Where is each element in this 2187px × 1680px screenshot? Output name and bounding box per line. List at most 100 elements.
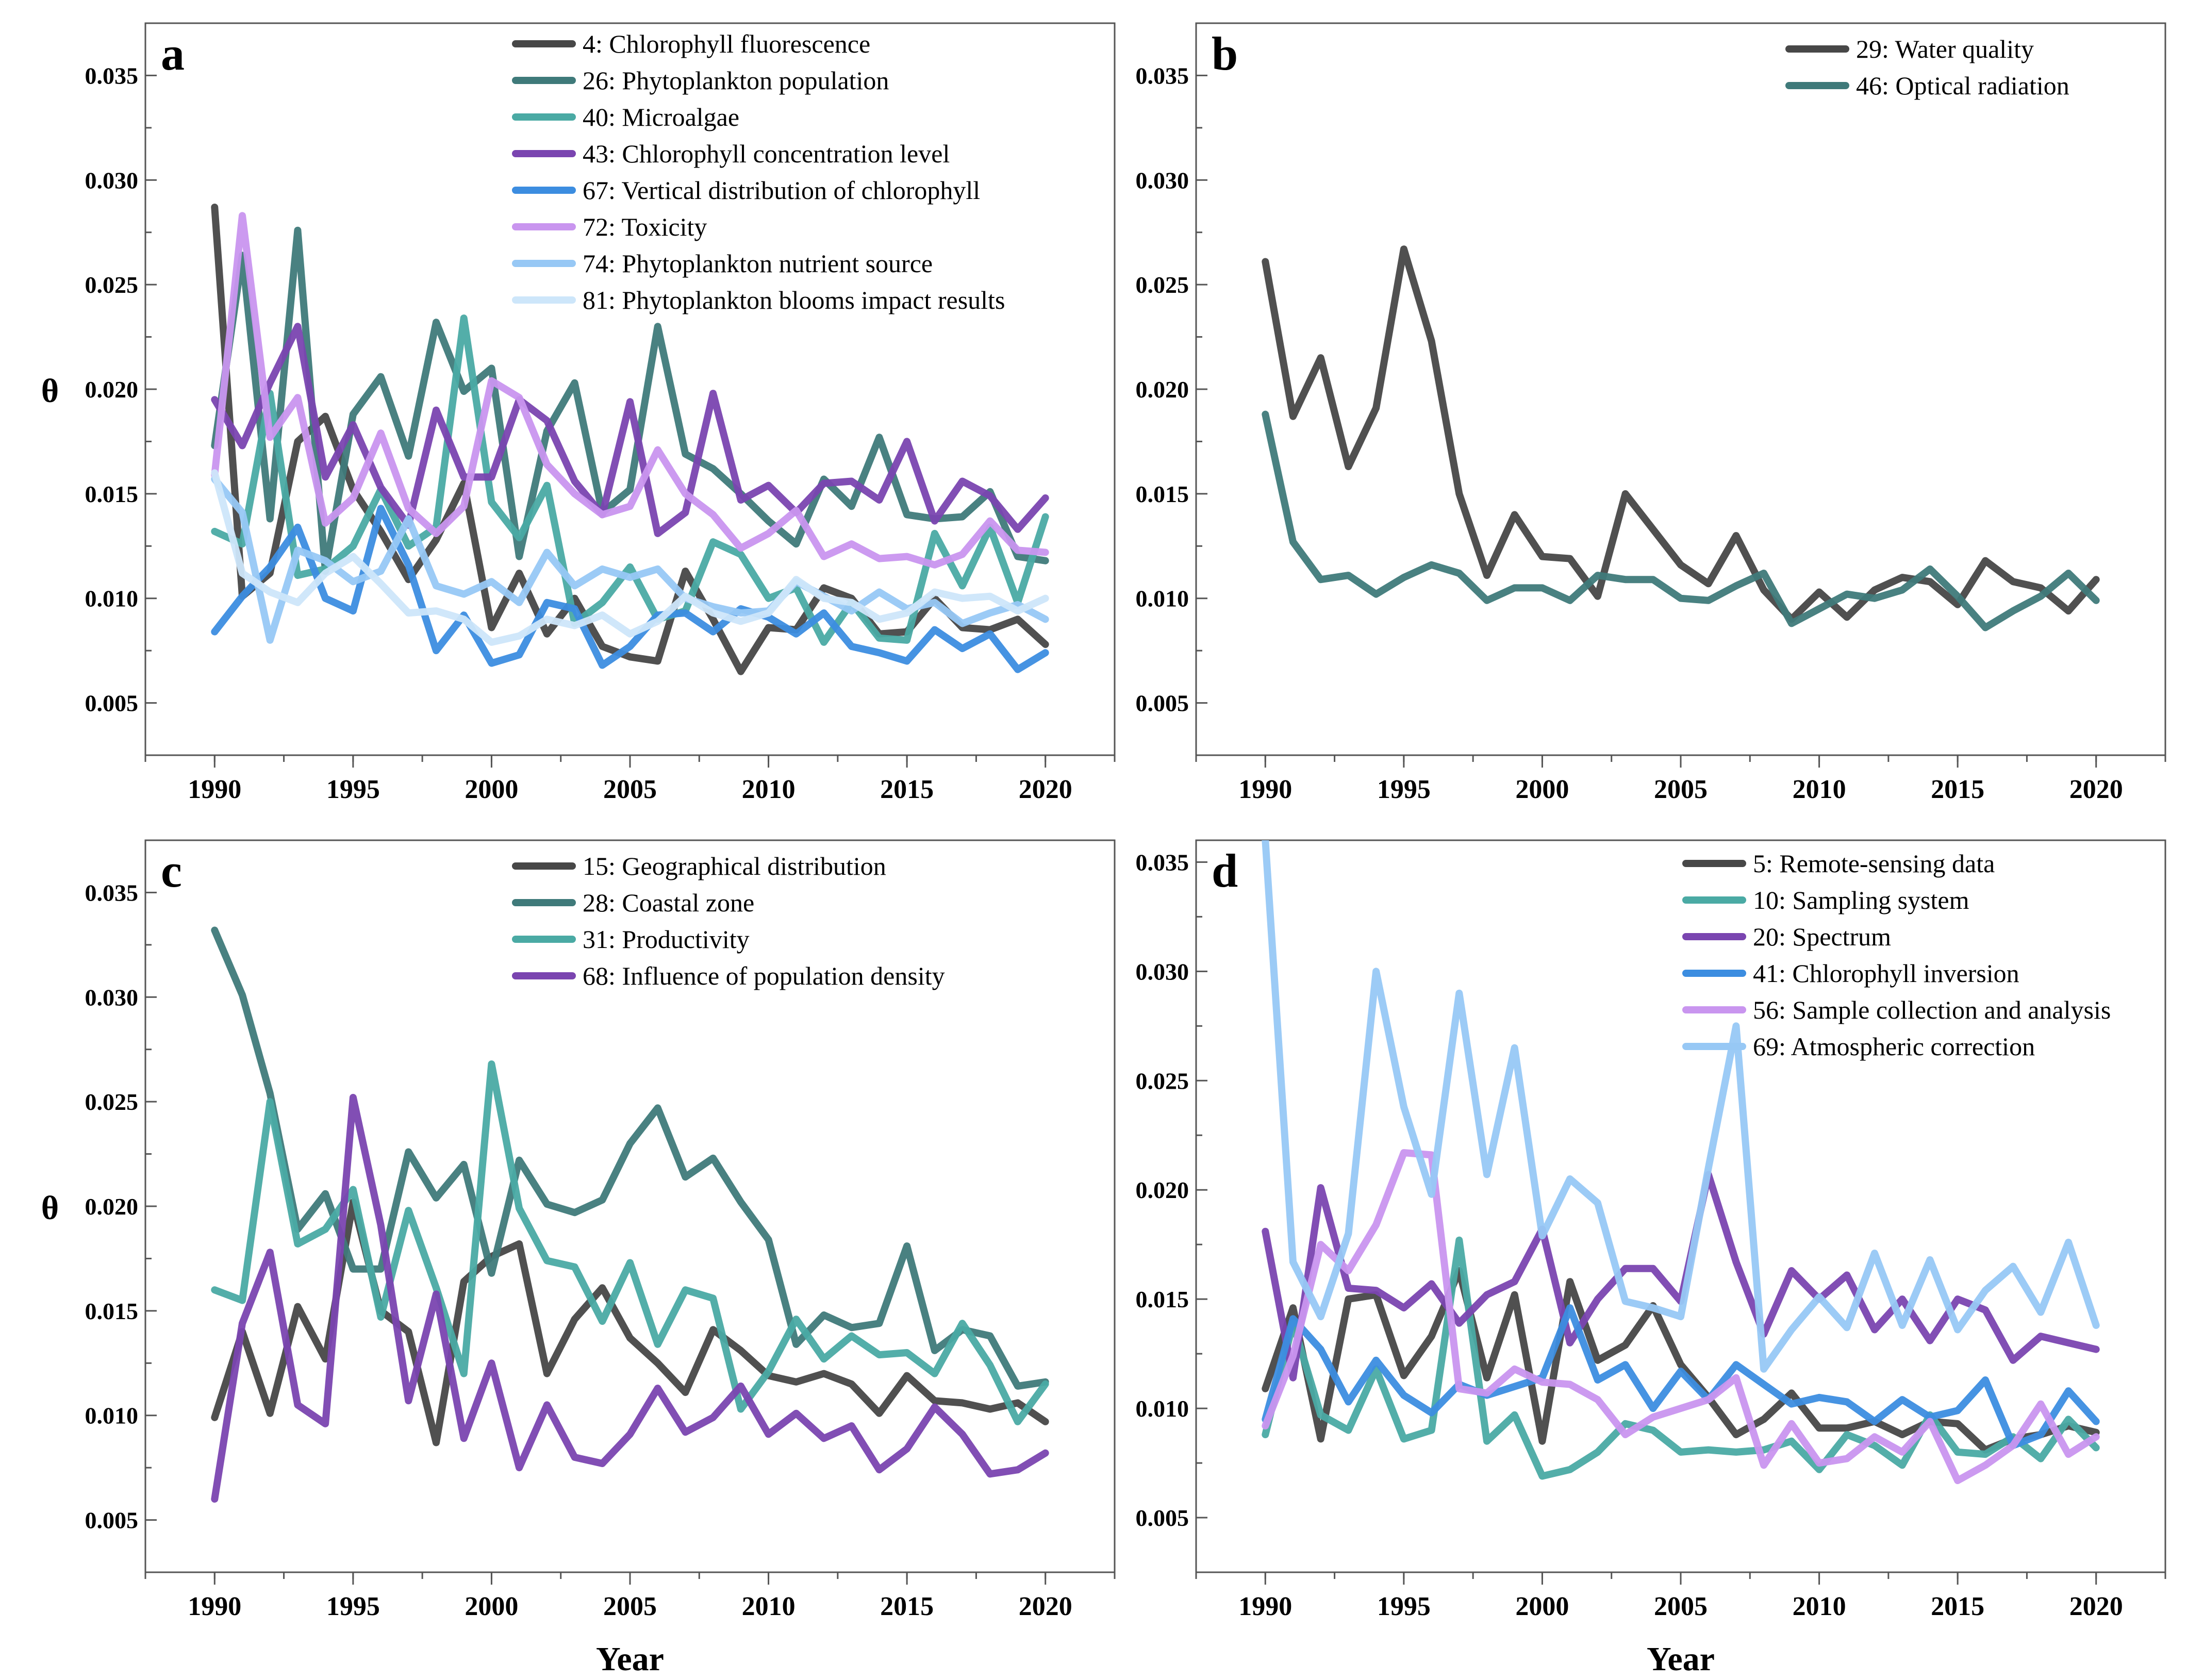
y-tick-label: 0.015 xyxy=(1136,1286,1189,1312)
legend-label: 69: Atmospheric correction xyxy=(1753,1032,2035,1061)
series-line-29 xyxy=(1262,245,2100,623)
chart-panel-d: 0.005 0.010 0.015 0.020 0.025 0.030 0.035 1990 1… xyxy=(1136,839,2166,1678)
y-tick-label: 0.025 xyxy=(1136,272,1189,298)
x-tick-label: 1995 xyxy=(326,775,380,804)
y-tick-label: 0.020 xyxy=(85,376,139,403)
y-tick-label: 0.020 xyxy=(1136,376,1189,403)
plot-area-frame xyxy=(1195,839,2166,1573)
chart-panel-a: 0.005 0.010 0.015 0.020 0.025 0.030 0.035 1990 1… xyxy=(41,22,1116,804)
legend-label: 28: Coastal zone xyxy=(583,888,754,917)
x-tick-label: 2000 xyxy=(465,775,518,804)
legend-label: 41: Chlorophyll inversion xyxy=(1753,959,2019,988)
legend-label: 15: Geographical distribution xyxy=(583,852,886,880)
y-tick-label: 0.030 xyxy=(85,167,139,193)
x-tick-label: 2010 xyxy=(1793,1592,1846,1621)
series-line-72 xyxy=(211,212,1049,569)
y-tick-label: 0.005 xyxy=(1136,1505,1189,1531)
series-group xyxy=(211,204,1049,675)
panel-label: a xyxy=(161,27,185,80)
legend-label: 29: Water quality xyxy=(1856,35,2034,63)
y-tick-label: 0.015 xyxy=(1136,481,1189,507)
y-tick-label: 0.010 xyxy=(1136,1395,1189,1422)
x-tick-label: 2015 xyxy=(1931,1592,1984,1621)
y-tick-label: 0.015 xyxy=(85,1298,139,1324)
y-tick-label: 0.010 xyxy=(85,1403,139,1429)
chart-panel-b: 0.005 0.010 0.015 0.020 0.025 0.030 0.035 1990 1… xyxy=(1136,22,2166,804)
legend-label: 10: Sampling system xyxy=(1753,886,1969,914)
x-tick-label: 2010 xyxy=(742,775,796,804)
y-tick-label: 0.030 xyxy=(1136,958,1189,985)
legend-label: 40: Microalgae xyxy=(583,103,739,131)
panel-label: c xyxy=(161,844,182,897)
x-axis-title: Year xyxy=(596,1640,664,1678)
series-line-41 xyxy=(1262,1304,2100,1450)
series-line-40 xyxy=(211,314,1049,646)
plot-area-frame xyxy=(1195,22,2166,756)
y-tick-label: 0.035 xyxy=(1136,62,1189,89)
legend-label: 46: Optical radiation xyxy=(1856,71,2069,100)
x-tick-label: 1990 xyxy=(1238,1592,1292,1621)
legend-label: 31: Productivity xyxy=(583,925,750,954)
x-tick-label: 2020 xyxy=(1019,1592,1072,1621)
y-tick-label: 0.025 xyxy=(85,1089,139,1115)
series-group xyxy=(211,926,1049,1503)
x-tick-label: 2005 xyxy=(1654,1592,1708,1621)
legend-label: 72: Toxicity xyxy=(583,212,707,241)
legend-label: 4: Chlorophyll fluorescence xyxy=(583,29,870,58)
y-tick-label: 0.030 xyxy=(1136,167,1189,193)
y-axis-title: θ xyxy=(41,372,59,410)
chart-panel-c: 0.005 0.010 0.015 0.020 0.025 0.030 0.035 1990 1… xyxy=(41,839,1116,1678)
x-tick-label: 2020 xyxy=(2069,775,2123,804)
series-line-20 xyxy=(1262,1171,2100,1382)
legend: 29: Water quality 46: Optical radiation xyxy=(1785,35,2069,100)
series-line-69 xyxy=(1262,840,2100,1373)
y-tick-label: 0.030 xyxy=(85,984,139,1010)
x-tick-label: 2005 xyxy=(603,775,657,804)
x-tick-label: 2010 xyxy=(1793,775,1846,804)
y-tick-label: 0.035 xyxy=(85,62,139,89)
series-line-68 xyxy=(211,1094,1049,1503)
y-tick-label: 0.025 xyxy=(85,272,139,298)
x-tick-label: 2005 xyxy=(1654,775,1708,804)
x-tick-label: 1995 xyxy=(1377,775,1431,804)
x-tick-label: 2000 xyxy=(1515,1592,1569,1621)
x-tick-label: 2020 xyxy=(2069,1592,2123,1621)
x-tick-label: 1990 xyxy=(188,1592,241,1621)
legend-label: 56: Sample collection and analysis xyxy=(1753,995,2111,1024)
legend: 5: Remote-sensing data 10: Sampling syste… xyxy=(1682,849,2111,1061)
series-line-46 xyxy=(1262,410,2100,631)
x-tick-label: 1995 xyxy=(326,1592,380,1621)
x-axis-title: Year xyxy=(1647,1640,1715,1678)
y-tick-label: 0.005 xyxy=(85,1507,139,1534)
y-tick-label: 0.005 xyxy=(85,690,139,717)
x-tick-label: 2005 xyxy=(603,1592,657,1621)
series-line-31 xyxy=(211,1060,1049,1425)
legend-label: 81: Phytoplankton blooms impact results xyxy=(583,286,1005,314)
legend-label: 5: Remote-sensing data xyxy=(1753,849,1995,878)
y-tick-label: 0.010 xyxy=(85,586,139,612)
legend-label: 74: Phytoplankton nutrient source xyxy=(583,249,933,278)
series-line-43 xyxy=(211,323,1049,537)
series-group xyxy=(1262,840,2100,1484)
legend-label: 26: Phytoplankton population xyxy=(583,66,889,95)
y-tick-label: 0.020 xyxy=(1136,1177,1189,1203)
series-line-67 xyxy=(211,505,1049,673)
legend-label: 20: Spectrum xyxy=(1753,922,1891,951)
series-group xyxy=(1262,245,2100,631)
y-tick-label: 0.035 xyxy=(85,879,139,906)
series-line-26 xyxy=(211,226,1049,575)
series-line-28 xyxy=(211,926,1049,1390)
y-tick-label: 0.035 xyxy=(1136,849,1189,875)
x-tick-label: 1995 xyxy=(1377,1592,1431,1621)
x-tick-label: 2010 xyxy=(742,1592,796,1621)
legend: 4: Chlorophyll fluorescence 26: Phytoplan… xyxy=(512,29,1005,314)
legend-label: 67: Vertical distribution of chlorophyll xyxy=(583,176,980,205)
legend-label: 43: Chlorophyll concentration level xyxy=(583,139,950,168)
y-tick-label: 0.005 xyxy=(1136,690,1189,717)
x-tick-label: 2015 xyxy=(1931,775,1984,804)
panel-label: b xyxy=(1212,27,1238,80)
y-tick-label: 0.010 xyxy=(1136,586,1189,612)
x-tick-label: 2000 xyxy=(1515,775,1569,804)
y-axis-title: θ xyxy=(41,1189,59,1227)
